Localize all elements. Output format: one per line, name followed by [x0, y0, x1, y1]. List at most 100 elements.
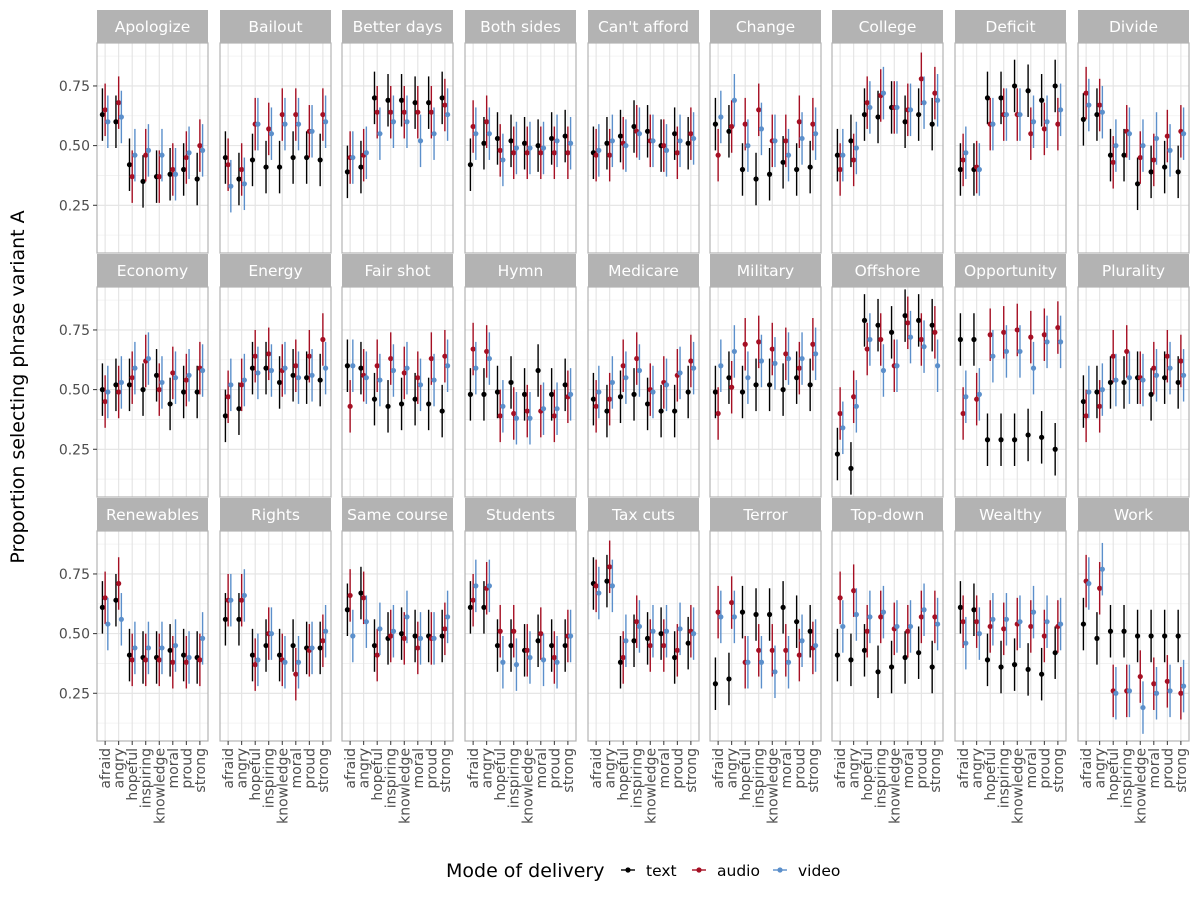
data-point-text — [1094, 635, 1100, 641]
data-point-video — [840, 152, 846, 158]
x-tick-label: angry — [847, 748, 863, 788]
data-point-text — [888, 329, 895, 335]
x-tick-label: angry — [603, 748, 619, 788]
facet-strip-label: Better days — [353, 18, 443, 36]
data-point-audio — [551, 413, 557, 419]
data-point-video — [1086, 389, 1092, 395]
data-point-text — [861, 647, 868, 653]
data-point-video — [812, 351, 819, 357]
data-point-video — [1057, 339, 1064, 345]
facet-strip-label: Divide — [1109, 18, 1158, 36]
data-point-text — [902, 119, 908, 125]
data-point-audio — [1164, 353, 1170, 359]
data-point-audio — [170, 166, 176, 173]
x-tick-label: strong — [438, 748, 454, 793]
facet-strip-label: Change — [736, 18, 795, 36]
data-point-audio — [442, 353, 448, 359]
data-point-audio — [1124, 348, 1130, 355]
x-tick-label: inspiring — [997, 748, 1013, 808]
data-point-text — [113, 597, 119, 603]
facet-strip-label: Fair shot — [364, 262, 430, 280]
data-point-audio — [769, 647, 775, 653]
data-point-video — [527, 415, 533, 421]
data-point-video — [1003, 111, 1010, 118]
data-point-video — [322, 628, 329, 634]
data-point-video — [554, 138, 560, 144]
legend-label-text: text — [646, 862, 677, 880]
data-point-video — [623, 375, 629, 381]
data-point-text — [929, 121, 935, 127]
facet-strip — [588, 498, 699, 531]
data-point-audio — [674, 150, 680, 156]
data-point-text — [481, 140, 487, 146]
x-tick-label: strong — [1174, 748, 1190, 793]
data-point-audio — [266, 126, 272, 132]
data-point-video — [105, 389, 111, 395]
data-point-audio — [1028, 131, 1034, 137]
x-tick-label: inspiring — [874, 748, 890, 808]
data-point-text — [848, 465, 854, 471]
data-point-video — [690, 365, 697, 371]
data-point-audio — [932, 90, 938, 96]
data-point-video — [1030, 365, 1037, 371]
data-point-audio — [810, 341, 816, 347]
facet-strip — [465, 10, 576, 43]
data-point-video — [934, 621, 941, 627]
data-point-video — [636, 131, 643, 137]
data-point-video — [404, 614, 410, 620]
panel-border — [954, 286, 1067, 498]
data-point-audio — [361, 595, 367, 601]
data-point-text — [861, 317, 868, 324]
data-point-text — [412, 396, 418, 402]
data-point-video — [1099, 566, 1105, 572]
data-point-video — [990, 616, 996, 622]
data-point-audio — [538, 631, 544, 637]
facet-strip-label: Top-down — [850, 506, 925, 524]
data-point-text — [998, 95, 1004, 101]
data-point-text — [848, 138, 854, 144]
data-point-audio — [796, 365, 802, 371]
x-tick-label: angry — [235, 748, 251, 788]
x-tick-label: knowledge — [1010, 748, 1026, 824]
data-point-audio — [1028, 334, 1034, 340]
data-point-text — [971, 607, 977, 613]
data-point-video — [186, 150, 192, 156]
data-point-video — [473, 365, 479, 371]
data-point-text — [1094, 389, 1100, 395]
data-point-video — [417, 635, 424, 641]
data-point-video — [363, 150, 369, 156]
data-point-video — [650, 138, 656, 144]
data-point-video — [880, 367, 887, 374]
data-point-text — [140, 387, 146, 393]
data-point-text — [398, 631, 405, 637]
data-point-text — [222, 154, 229, 161]
data-point-audio — [252, 353, 258, 359]
data-point-text — [590, 396, 597, 402]
data-point-video — [718, 614, 724, 620]
data-point-video — [444, 614, 451, 620]
data-point-video — [963, 394, 969, 400]
x-tick-label: inspiring — [139, 748, 155, 808]
data-point-video — [186, 372, 192, 378]
data-point-video — [105, 621, 111, 627]
data-point-video — [772, 360, 778, 366]
data-point-audio — [1041, 126, 1047, 132]
data-point-video — [1030, 609, 1037, 615]
data-point-video — [132, 645, 138, 651]
data-point-audio — [1137, 673, 1143, 680]
x-tick-label: moral — [166, 748, 182, 788]
data-point-video — [907, 334, 914, 340]
data-point-text — [726, 676, 732, 682]
data-point-text — [371, 642, 378, 649]
x-tick-label: proud — [792, 748, 808, 789]
data-point-audio — [170, 370, 176, 376]
data-point-text — [113, 382, 119, 388]
data-point-video — [1180, 372, 1187, 378]
data-point-text — [304, 375, 310, 381]
x-tick-label: proud — [914, 748, 930, 789]
facet-strip-label: Economy — [117, 262, 188, 280]
x-tick-label: moral — [1024, 748, 1040, 788]
data-point-text — [481, 391, 487, 397]
data-point-video — [404, 365, 410, 371]
data-point-video — [186, 654, 192, 661]
